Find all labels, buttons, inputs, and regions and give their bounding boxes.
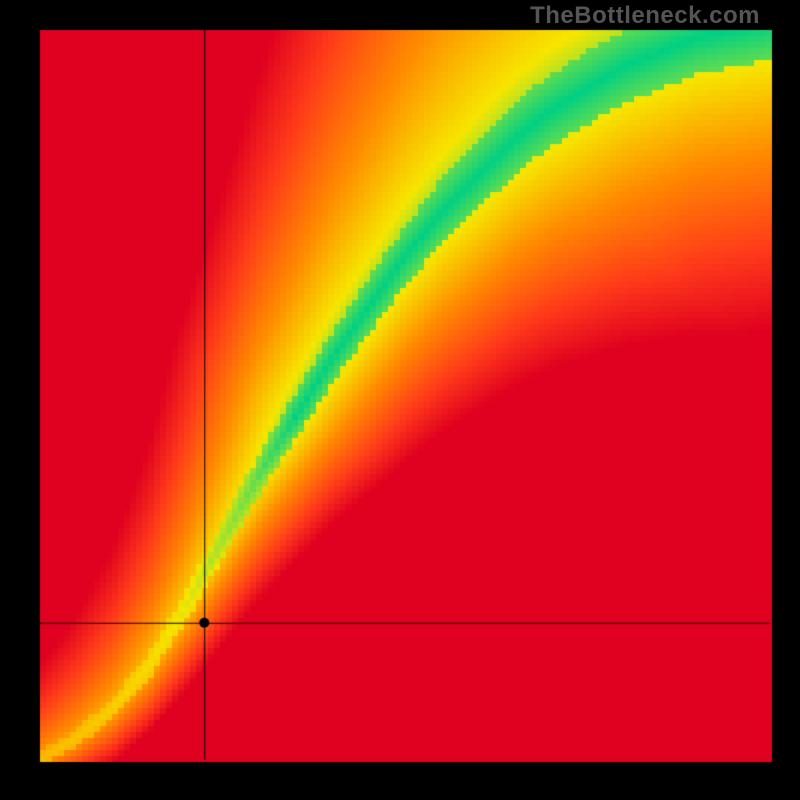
chart-wrapper: TheBottleneck.com <box>0 0 800 800</box>
bottleneck-heatmap <box>0 0 800 800</box>
source-url-label: TheBottleneck.com <box>530 2 760 30</box>
